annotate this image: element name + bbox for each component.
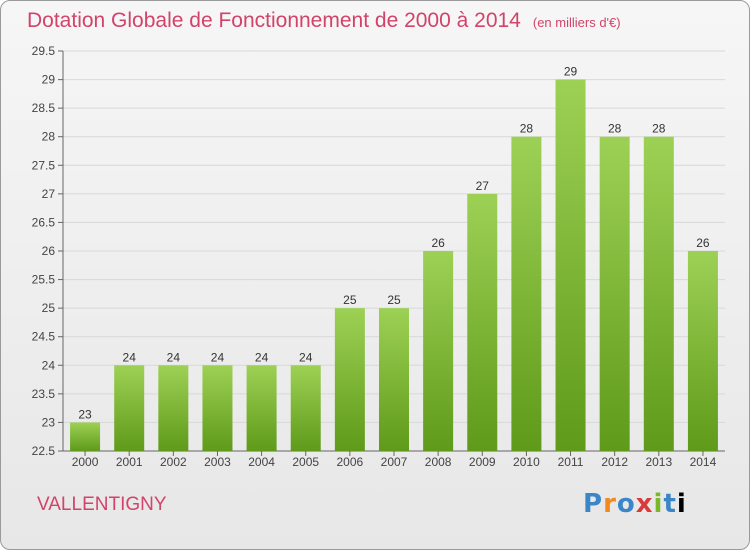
bar — [114, 365, 145, 451]
bar-value-label: 25 — [343, 293, 357, 307]
y-tick-label: 24.5 — [32, 330, 56, 344]
y-tick-label: 22.5 — [32, 444, 56, 458]
y-tick-label: 28 — [42, 130, 56, 144]
bar-value-label: 26 — [431, 236, 445, 250]
bar-value-label: 24 — [255, 350, 269, 364]
bar — [511, 136, 542, 451]
logo-letter: i — [653, 489, 664, 519]
commune-name: VALLENTIGNY — [37, 494, 167, 515]
logo-letter: i — [676, 489, 687, 519]
bar-value-label: 23 — [78, 407, 92, 421]
bar — [334, 308, 365, 451]
y-tick-label: 29.5 — [32, 44, 56, 58]
x-tick-label: 2012 — [601, 455, 628, 469]
y-tick-label: 24 — [42, 358, 56, 372]
y-tick-label: 27 — [42, 187, 56, 201]
bar — [643, 136, 674, 451]
x-tick-label: 2005 — [292, 455, 319, 469]
y-tick-label: 23.5 — [32, 387, 56, 401]
chart-subtitle: (en milliers d'€) — [532, 15, 621, 30]
logo-letter: o — [616, 489, 636, 519]
bar — [379, 308, 409, 451]
bar — [599, 136, 630, 451]
y-tick-label: 27.5 — [32, 158, 56, 172]
x-tick-label: 2001 — [116, 455, 143, 469]
x-tick-label: 2008 — [425, 455, 452, 469]
bar-value-label: 28 — [608, 122, 622, 136]
y-tick-label: 26.5 — [32, 215, 56, 229]
bar-value-label: 24 — [167, 350, 181, 364]
bar-value-label: 27 — [476, 179, 490, 193]
y-tick-label: 23 — [42, 415, 56, 429]
bar — [555, 79, 586, 452]
bar-value-label: 29 — [564, 65, 578, 79]
x-tick-label: 2014 — [690, 455, 717, 469]
x-tick-label: 2009 — [469, 455, 496, 469]
x-tick-label: 2010 — [513, 455, 540, 469]
bar — [290, 365, 321, 451]
x-tick-label: 2006 — [337, 455, 364, 469]
logo-letter: t — [663, 489, 677, 519]
chart-title-text: Dotation Globale de Fonctionnement de 20… — [27, 9, 521, 32]
y-tick-label: 29 — [42, 73, 56, 87]
bar — [158, 365, 189, 451]
logo-letter: P — [583, 489, 604, 519]
x-tick-label: 2004 — [248, 455, 275, 469]
bar-value-label: 28 — [520, 122, 534, 136]
x-tick-label: 2011 — [558, 455, 584, 469]
bar — [202, 365, 233, 451]
bar-value-label: 24 — [211, 350, 225, 364]
bar-value-label: 24 — [123, 350, 137, 364]
x-tick-label: 2002 — [160, 455, 187, 469]
bar-value-label: 24 — [299, 350, 313, 364]
bar — [687, 251, 718, 451]
y-tick-label: 26 — [42, 244, 56, 258]
bar-value-label: 28 — [652, 122, 666, 136]
bar — [70, 422, 101, 451]
logo-letter: r — [603, 489, 617, 519]
bar-value-label: 25 — [387, 293, 401, 307]
bar — [467, 193, 498, 451]
logo-letter: x — [635, 489, 654, 519]
chart-title: Dotation Globale de Fonctionnement de 20… — [27, 9, 621, 33]
proxiti-logo: Proxiti — [583, 489, 687, 519]
y-tick-label: 25 — [42, 301, 56, 315]
bar — [246, 365, 277, 451]
x-tick-label: 2007 — [381, 455, 408, 469]
bar-value-label: 26 — [696, 236, 710, 250]
y-tick-label: 25.5 — [32, 273, 56, 287]
x-tick-label: 2013 — [645, 455, 672, 469]
bar — [423, 251, 454, 451]
x-tick-label: 2003 — [204, 455, 231, 469]
y-tick-label: 28.5 — [32, 101, 56, 115]
x-tick-label: 2000 — [72, 455, 99, 469]
